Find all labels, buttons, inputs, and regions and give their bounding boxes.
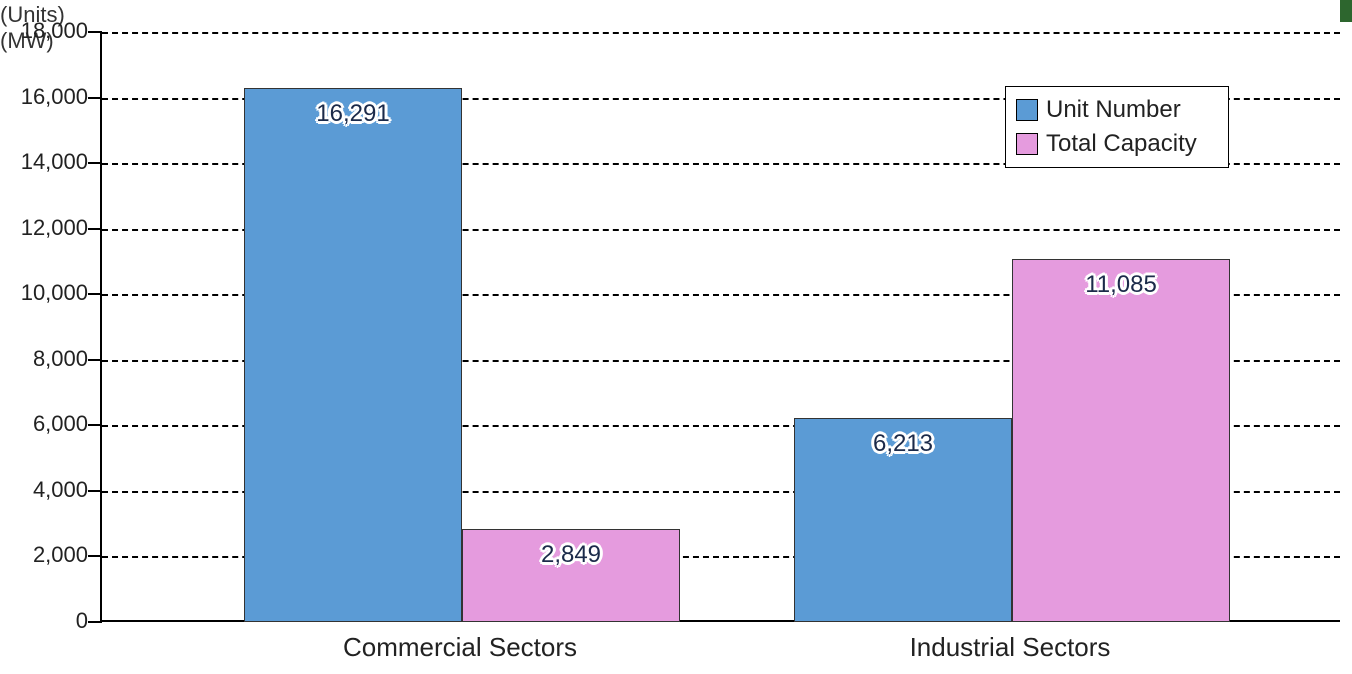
gridline — [102, 32, 1340, 34]
bar-unit-number — [244, 88, 462, 622]
bar-value-label: 16,291 — [244, 100, 462, 128]
y-tick-label: 6,000 — [8, 411, 88, 437]
accent-stripe — [1340, 0, 1352, 22]
legend: Unit NumberTotal Capacity — [1005, 86, 1229, 168]
bar-value-label: 11,085 — [1012, 271, 1230, 299]
y-tick-mark — [88, 359, 102, 361]
y-tick-label: 10,000 — [8, 280, 88, 306]
legend-item: Total Capacity — [1016, 127, 1218, 161]
y-tick-mark — [88, 228, 102, 230]
y-tick-mark — [88, 621, 102, 623]
y-tick-mark — [88, 555, 102, 557]
y-tick-mark — [88, 293, 102, 295]
y-tick-label: 2,000 — [8, 542, 88, 568]
legend-swatch — [1016, 99, 1038, 121]
y-tick-label: 8,000 — [8, 346, 88, 372]
y-tick-label: 0 — [8, 608, 88, 634]
y-tick-mark — [88, 490, 102, 492]
x-tick-label: Industrial Sectors — [732, 632, 1288, 663]
y-tick-mark — [88, 162, 102, 164]
bar-value-label: 6,213 — [794, 430, 1012, 458]
legend-item: Unit Number — [1016, 93, 1218, 127]
y-tick-mark — [88, 97, 102, 99]
legend-label: Unit Number — [1046, 93, 1181, 127]
legend-swatch — [1016, 133, 1038, 155]
y-tick-mark — [88, 31, 102, 33]
bar-value-label: 2,849 — [462, 541, 680, 569]
y-tick-label: 16,000 — [8, 84, 88, 110]
y-tick-label: 12,000 — [8, 215, 88, 241]
bar-total-capacity — [1012, 259, 1230, 622]
y-tick-label: 18,000 — [8, 18, 88, 44]
y-tick-mark — [88, 424, 102, 426]
y-tick-label: 4,000 — [8, 477, 88, 503]
legend-label: Total Capacity — [1046, 127, 1197, 161]
y-tick-label: 14,000 — [8, 149, 88, 175]
x-tick-label: Commercial Sectors — [182, 632, 738, 663]
